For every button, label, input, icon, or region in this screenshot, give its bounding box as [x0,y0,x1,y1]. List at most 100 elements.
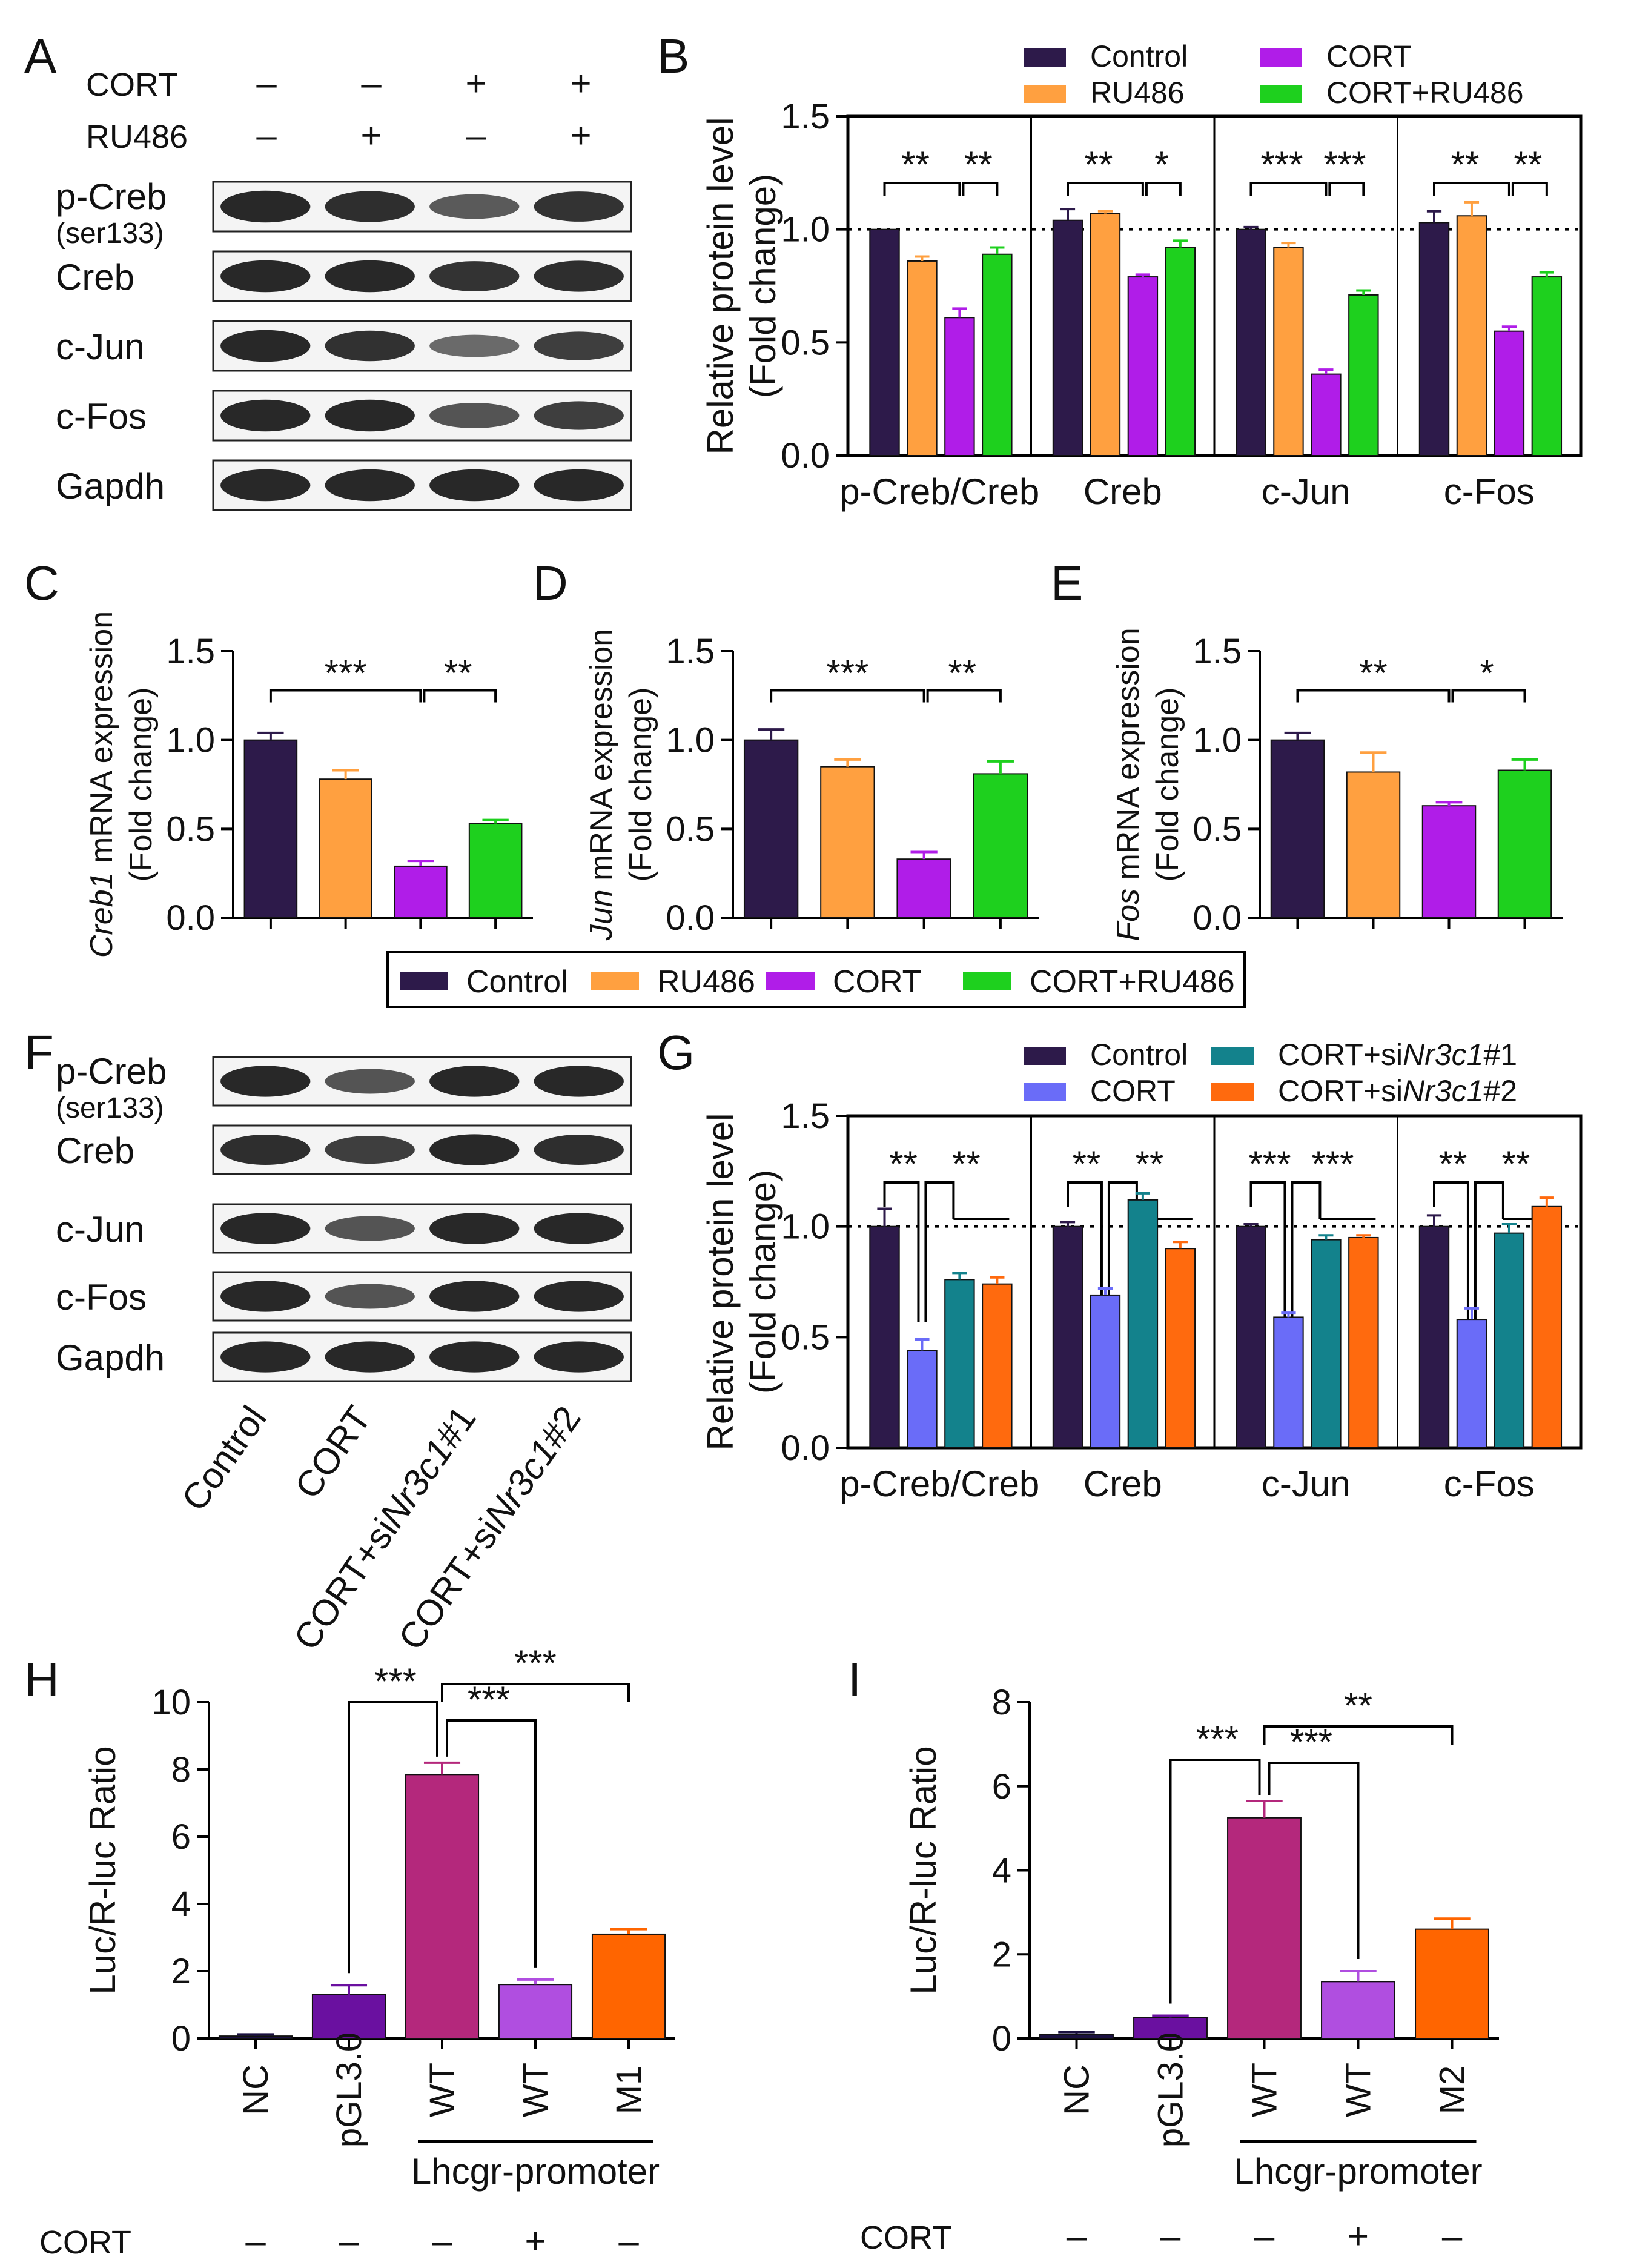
chart-i-cort-sign: – [1067,2216,1087,2256]
chart-h-bar [311,1994,386,2040]
blot-band [325,1069,415,1094]
chart-g-legend-label: CORT [1090,1074,1176,1108]
chart-c-y-tick-label: 1.5 [166,632,215,671]
panel-letter-b: B [657,29,689,83]
chart-g-sig-star: ** [1073,1144,1101,1184]
blot-band [220,1281,311,1312]
lane-label: CORT [287,1399,379,1506]
chart-b-x-label: c-Jun [1262,471,1351,512]
treatment-sign: + [570,115,591,156]
blot-label: p-Creb [56,176,167,217]
chart-e-sig-star: * [1480,653,1494,694]
chart-g-legend-label: CORT+siNr3c1#2 [1278,1074,1517,1108]
blot-band [429,469,520,502]
chart-b-sig-bracket [1249,182,1328,196]
blot-band [325,260,415,293]
chart-c-y-label: Creb1 mRNA expression [84,611,119,958]
panel-letter-g: G [657,1026,695,1079]
treatment-sign: – [256,115,277,156]
blot-band [534,1281,624,1312]
chart-e-bar [1346,771,1401,919]
chart-g-bar [907,1350,938,1449]
chart-g-bar [1418,1225,1450,1448]
chart-c-sig-bracket [269,689,422,703]
treatment-row-label: CORT [86,67,178,103]
chart-b-bar [1236,228,1266,456]
blot-band [534,1135,624,1165]
chart-b-bar [944,317,975,456]
legend-swatch [591,972,639,990]
chart-b-legend-label: CORT+RU486 [1326,76,1524,110]
chart-h-y-label: Luc/R-luc Ratio [82,1746,123,1994]
chart-i-y-label: Luc/R-luc Ratio [903,1746,944,1994]
chart-g-y-tick-label: 0.0 [781,1428,830,1468]
chart-i-cort-sign: – [1254,2216,1275,2256]
chart-g-sig-bracket [883,1181,920,1322]
chart-g-sig-star: *** [1248,1144,1291,1184]
chart-h-cort-sign: – [618,2221,639,2261]
chart-g-legend-label: CORT+siNr3c1#1 [1278,1038,1517,1072]
chart-e-bar [1497,769,1552,918]
chart-g-bar [982,1283,1013,1448]
chart-g-legend-swatch [1211,1083,1254,1101]
lane-label: CORT+siNr3c1#2 [391,1399,589,1657]
chart-d-y-tick-label: 1.0 [666,721,715,760]
blot-band [325,399,415,432]
chart-g-y-tick-label: 0.5 [781,1318,830,1357]
blot-band [534,1341,624,1373]
blot-label: Creb [56,1130,134,1171]
blot-band [429,1213,520,1244]
chart-h-y-tick-label: 8 [171,1750,191,1789]
chart-d-bar [820,766,875,918]
chart-g-x-label: c-Jun [1262,1464,1351,1504]
chart-b-bar [1418,222,1450,456]
chart-c-sig-star: ** [444,653,472,694]
chart-b-sig-bracket [1067,182,1144,196]
chart-e-y-label: Fos mRNA expression [1111,628,1146,941]
panel-letter-d: D [533,556,568,610]
blot-band [220,1341,311,1373]
legend-swatch [963,972,1011,990]
treatment-row-label: RU486 [86,119,188,155]
chart-g-x-label: Creb [1083,1464,1162,1504]
chart-g-bar [1273,1316,1304,1449]
chart-h-y-tick-label: 2 [171,1952,191,1991]
legend-label: CORT+RU486 [1030,964,1235,1000]
blot-band [325,330,415,362]
chart-b-bar [1127,276,1159,456]
legend-part: CORT+si [1278,1074,1403,1108]
chart-c-y-tick-label: 1.0 [166,721,215,760]
chart-e-y-label: (Fold change) [1150,688,1185,882]
chart-b-sig-star: *** [1323,144,1366,185]
chart-i-bar [1415,1928,1489,2039]
chart-b-legend-swatch [1260,48,1302,67]
chart-g-sig-bracket [1474,1181,1504,1322]
chart-h-y-tick-label: 10 [151,1683,191,1722]
chart-g-bar [944,1279,975,1448]
chart-g-sig-star: ** [952,1144,981,1184]
chart-b-x-label: c-Fos [1444,471,1535,512]
chart-g-x-label: c-Fos [1444,1464,1535,1504]
chart-i-sig-star: ** [1344,1685,1372,1726]
chart-g-sig-bracket [1433,1181,1469,1322]
legend-swatch [766,972,815,990]
panel-letter-e: E [1051,556,1083,610]
blot-band [325,1135,415,1164]
legend-part: #2 [1483,1074,1517,1108]
blot-band [429,334,520,357]
chart-b-bar [1090,213,1121,456]
blot-label: c-Fos [56,1277,147,1318]
chart-g-bar [1090,1294,1121,1448]
blot-label: c-Jun [56,1209,145,1250]
chart-b-legend-swatch [1260,85,1302,103]
chart-h-sig-bracket [446,1719,537,1968]
chart-i-sig-bracket [1169,1759,1261,2004]
chart-d-y-label-part: Jun [584,889,619,941]
blot-band [534,469,624,502]
chart-e-sig-bracket [1296,689,1451,703]
chart-g-bar [1236,1225,1266,1448]
chart-h-cort-sign: – [339,2221,359,2261]
chart-g-y-label: (Fold change) [743,1170,783,1394]
lane-label: CORT+siNr3c1#1 [286,1399,484,1657]
